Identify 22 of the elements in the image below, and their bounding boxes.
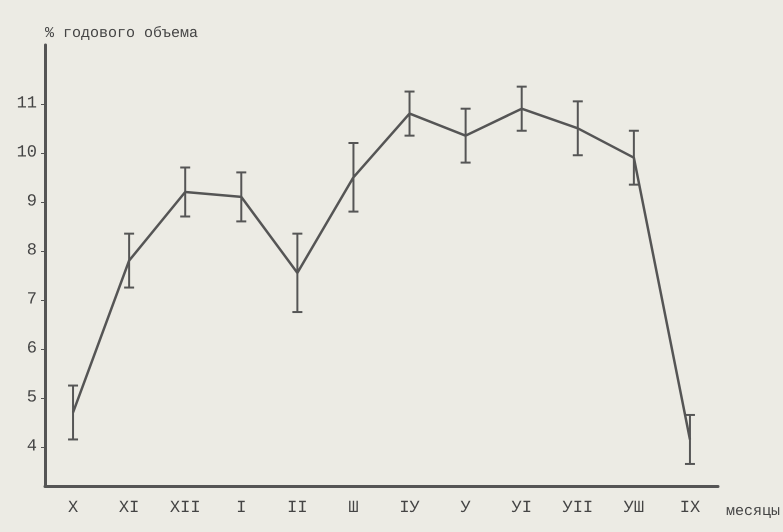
x-axis-title: месяцы — [726, 503, 780, 520]
x-tick-label: У — [460, 499, 472, 518]
x-tick-label: I — [236, 499, 246, 518]
x-tick-label: IУ — [399, 499, 421, 518]
x-tick-label: X — [68, 499, 78, 518]
y-axis-title: % годового объема — [45, 25, 198, 42]
y-tick-label: 9 — [26, 192, 37, 212]
x-tick-label: II — [287, 499, 308, 518]
x-tick-label: УШ — [624, 499, 644, 518]
x-tick-label: УII — [562, 499, 594, 518]
x-tick-label: XII — [170, 499, 201, 518]
y-tick-label: 7 — [26, 290, 37, 310]
x-tick-label: IX — [680, 499, 700, 518]
x-tick-label: XI — [118, 499, 140, 518]
y-tick-label: 10 — [16, 143, 37, 162]
y-tick-label: 8 — [26, 241, 37, 260]
y-tick-label: 6 — [26, 339, 37, 358]
x-tick-label: Ш — [348, 499, 359, 518]
y-tick-label: 4 — [26, 437, 37, 456]
y-tick-label: 5 — [26, 388, 37, 408]
x-tick-label: УI — [512, 499, 532, 518]
y-tick-label: 11 — [16, 94, 37, 114]
